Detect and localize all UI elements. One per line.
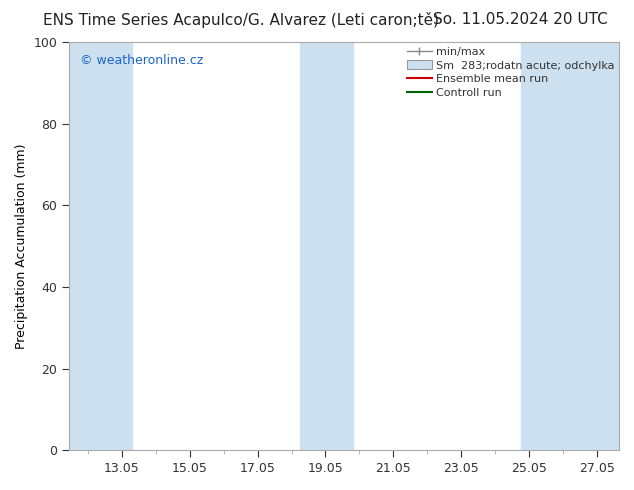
Bar: [69, 42, 132, 450]
Text: © weatheronline.cz: © weatheronline.cz: [81, 54, 204, 67]
Bar: [521, 42, 619, 450]
Text: So. 11.05.2024 20 UTC: So. 11.05.2024 20 UTC: [432, 12, 607, 27]
Bar: [300, 42, 353, 450]
Text: ENS Time Series Acapulco/G. Alvarez (Leti caron;tě): ENS Time Series Acapulco/G. Alvarez (Let…: [43, 12, 439, 28]
Y-axis label: Precipitation Accumulation (mm): Precipitation Accumulation (mm): [15, 144, 28, 349]
Legend: min/max, Sm  283;rodatn acute; odchylka, Ensemble mean run, Controll run: min/max, Sm 283;rodatn acute; odchylka, …: [405, 44, 617, 100]
